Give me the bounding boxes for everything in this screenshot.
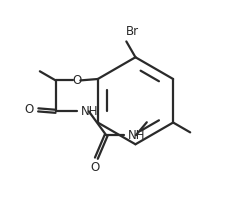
Text: O: O — [90, 161, 99, 174]
Text: NH: NH — [128, 129, 145, 142]
Text: NH: NH — [81, 105, 98, 118]
Text: O: O — [24, 103, 33, 116]
Text: Br: Br — [126, 25, 139, 38]
Text: O: O — [72, 74, 81, 87]
